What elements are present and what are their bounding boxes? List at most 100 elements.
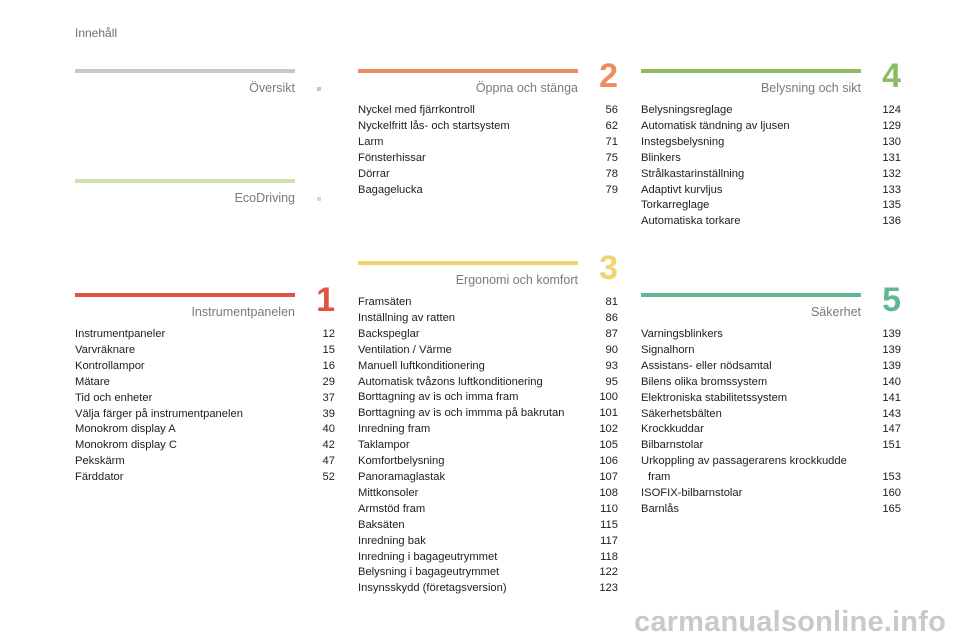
toc-entry[interactable]: Torkarreglage 135 [641,198,901,214]
toc-entry[interactable]: Komfortbelysning 106 [358,454,618,470]
toc-entry[interactable]: Blinkers 131 [641,151,901,167]
section-marker [317,197,321,201]
toc-entry[interactable]: Barnlås 165 [641,502,901,518]
toc-entry[interactable]: Nyckelfritt lås- och startsystem 62 [358,119,618,135]
toc-entry[interactable]: Baksäten 115 [358,518,618,534]
toc-entry-page: 153 [882,471,901,484]
toc-entry[interactable]: Armstöd fram 110 [358,502,618,518]
toc-entry-label-line2: fram [648,471,671,484]
toc-entry[interactable]: Manuell luftkonditionering 93 [358,359,618,375]
toc-entry-label: Urkoppling av passagerarens krockkudde fr… [641,454,866,486]
toc-entry-label: Pekskärm [75,455,125,468]
toc-entry[interactable]: Assistans- eller nödsamtal 139 [641,359,901,375]
toc-entry-label: Mittkonsoler [358,486,419,499]
toc-entry[interactable]: Panoramaglastak 107 [358,470,618,486]
toc-entry-label: Monokrom display A [75,423,176,436]
toc-entry[interactable]: Monokrom display A 40 [75,422,335,438]
toc-entry-page: 131 [882,151,901,164]
toc-entry[interactable]: Färddator 52 [75,470,335,486]
toc-entry-label: Barnlås [641,502,679,515]
toc-entry[interactable]: Taklampor 105 [358,438,618,454]
toc-entry[interactable]: Inredning fram 102 [358,422,618,438]
toc-entry[interactable]: Borttagning av is och immma på bakrutan 1… [358,406,618,422]
toc-entry[interactable]: Mätare 29 [75,375,335,391]
toc-entry[interactable]: Urkoppling av passagerarens krockkudde fr… [641,454,901,486]
section-bar [75,179,295,183]
section-ergonomi: Ergonomi och komfort 3 Framsäten 81 Instäl… [358,251,618,597]
toc-entry-label: Varningsblinkers [641,328,723,340]
section-title: Säkerhet [810,305,861,319]
page-title: Innehåll [75,26,118,40]
toc-entry-label: Varvräknare [75,343,136,356]
toc-entry-page: 12 [322,328,335,340]
toc-entry-page: 135 [882,199,901,212]
toc-entry-page: 52 [322,471,335,484]
toc-entry[interactable]: Krockkuddar 147 [641,422,901,438]
toc-entry-label: Bagagelucka [358,183,423,196]
toc-entry[interactable]: Instegsbelysning 130 [641,135,901,151]
toc-entry[interactable]: Adaptivt kurvljus 133 [641,183,901,199]
section-number: 5 [882,281,901,319]
toc-entry[interactable]: Tid och enheter 37 [75,391,335,407]
toc-entry[interactable]: Inredning bak 117 [358,534,618,550]
toc-entry-page: 29 [322,375,335,388]
toc-entry-label: Tid och enheter [75,391,153,404]
section-sakerhet: Säkerhet 5 Varningsblinkers 139 Signalhor… [641,283,901,518]
toc-entry-label: Panoramaglastak [358,470,446,483]
toc-entry[interactable]: Bilens olika bromssystem 140 [641,375,901,391]
toc-entry[interactable]: Backspeglar 87 [358,327,618,343]
toc-entry[interactable]: Kontrollampor 16 [75,359,335,375]
section-instrumentpanelen: Instrumentpanelen 1 Instrumentpaneler 12 V… [75,283,335,486]
toc-entry-page: 108 [599,486,618,499]
toc-list: Belysningsreglage 124 Automatisk tändning … [641,103,901,230]
toc-entry-page: 151 [882,439,901,452]
toc-entry[interactable]: Säkerhetsbälten 143 [641,407,901,423]
toc-entry[interactable]: Varvräknare 15 [75,343,335,359]
toc-entry-label: Belysningsreglage [641,104,733,116]
toc-entry[interactable]: Belysning i bagageutrymmet 122 [358,565,618,581]
toc-entry[interactable]: Dörrar 78 [358,167,618,183]
toc-entry-label: Komfortbelysning [358,455,445,468]
toc-entry-page: 42 [322,439,335,452]
toc-entry[interactable]: Larm 71 [358,135,618,151]
toc-entry[interactable]: Varningsblinkers 139 [641,327,901,343]
toc-entry-label: Larm [358,135,384,148]
toc-entry-page: 130 [882,135,901,148]
toc-entry[interactable]: Framsäten 81 [358,295,618,311]
toc-entry-page: 101 [599,407,618,420]
toc-entry[interactable]: Insynsskydd (företagsversion) 123 [358,581,618,597]
toc-entry[interactable]: Bagagelucka 79 [358,183,618,199]
toc-entry-label: Borttagning av is och immma på bakrutan [358,407,565,420]
toc-entry-page: 141 [882,391,901,404]
toc-entry[interactable]: Bilbarnstolar 151 [641,438,901,454]
toc-entry[interactable]: Borttagning av is och imma fram 100 [358,390,618,406]
toc-entry[interactable]: Automatisk tändning av ljusen 129 [641,119,901,135]
toc-entry[interactable]: Mittkonsoler 108 [358,486,618,502]
toc-entry[interactable]: Automatisk tvåzons luftkonditionering 95 [358,375,618,391]
toc-entry-page: 139 [882,328,901,340]
toc-entry[interactable]: Monokrom display C 42 [75,438,335,454]
toc-entry[interactable]: Inställning av ratten 86 [358,311,618,327]
toc-entry[interactable]: Strålkastarinställning 132 [641,167,901,183]
toc-entry[interactable]: Ventilation / Värme 90 [358,343,618,359]
toc-entry[interactable]: Pekskärm 47 [75,454,335,470]
toc-entry-page: 105 [599,439,618,452]
toc-entry[interactable]: ISOFIX-bilbarnstolar 160 [641,486,901,502]
toc-entry[interactable]: Inredning i bagageutrymmet 118 [358,550,618,566]
toc-entry[interactable]: Belysningsreglage 124 [641,103,901,119]
toc-entry[interactable]: Signalhorn 139 [641,343,901,359]
toc-entry[interactable]: Välja färger på instrumentpanelen 39 [75,407,335,423]
toc-entry-page: 78 [605,167,618,180]
section-belysning: Belysning och sikt 4 Belysningsreglage 12… [641,59,901,230]
toc-entry[interactable]: Automatiska torkare 136 [641,214,901,230]
toc-entry[interactable]: Elektroniska stabilitetssystem 141 [641,391,901,407]
toc-entry-page: 95 [605,375,618,388]
toc-entry[interactable]: Fönsterhissar 75 [358,151,618,167]
toc-entry[interactable]: Instrumentpaneler 12 [75,327,335,343]
toc-entry[interactable]: Nyckel med fjärrkontroll 56 [358,103,618,119]
toc-entry-page: 81 [605,296,618,308]
toc-entry-page: 100 [599,391,618,404]
section-title: Instrumentpanelen [191,305,295,319]
section-marker [317,87,321,91]
toc-entry-label: Strålkastarinställning [641,167,745,180]
